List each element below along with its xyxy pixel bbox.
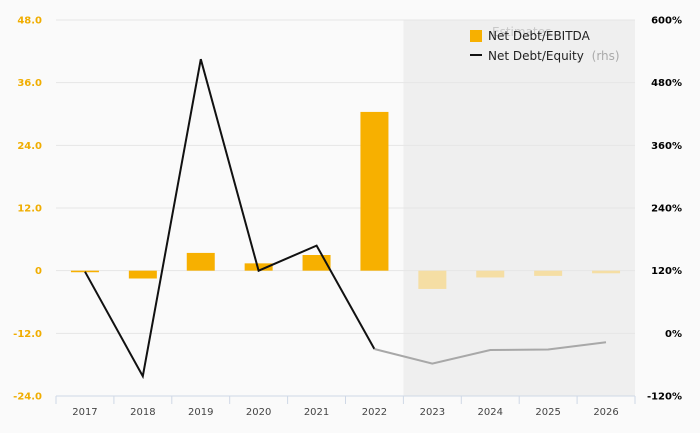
y-left-tick-label: -24.0	[13, 392, 42, 403]
x-tick-label: 2024	[478, 407, 503, 418]
y-left-tick-label: 36.0	[17, 78, 42, 89]
x-tick-label: 2025	[535, 407, 560, 418]
y-left-tick-label: -12.0	[13, 329, 42, 340]
line-net-debt-equity-estimate	[374, 341, 607, 365]
line-net-debt-equity-actual	[84, 58, 376, 380]
line-series	[84, 58, 607, 380]
y-left-tick-label: 24.0	[17, 141, 42, 152]
y-right-tick-label: 120%	[651, 266, 682, 277]
x-tick-label: 2020	[246, 407, 271, 418]
left-axis-ticks: 48.0 36.0 24.0 12.0 0 -12.0 -24.0	[13, 16, 42, 403]
legend-label-net-debt-equity: Net Debt/Equity	[488, 49, 584, 63]
x-tick-label: 2018	[130, 407, 155, 418]
y-right-tick-label: 480%	[651, 78, 682, 89]
bar-net-debt-ebitda-2018	[128, 270, 157, 279]
bar-net-debt-ebitda-2019	[186, 252, 215, 271]
legend-swatch-net-debt-ebitda	[470, 30, 482, 42]
bar-net-debt-ebitda-2023	[418, 270, 447, 289]
legend-label-net-debt-ebitda: Net Debt/EBITDA	[488, 29, 591, 43]
y-right-tick-label: -120%	[647, 392, 682, 403]
svg-text:Net Debt/Equity (rhs): Net Debt/Equity (rhs)	[488, 49, 620, 63]
x-axis: 2017 2018 2019 2020 2021 2022 2023 2024 2025 2026	[55, 395, 636, 418]
x-tick-label: 2022	[362, 407, 387, 418]
x-tick-label: 2026	[593, 407, 618, 418]
bar-net-debt-ebitda-2020	[244, 263, 273, 271]
bar-net-debt-ebitda-2024	[476, 270, 505, 278]
y-right-tick-label: 600%	[651, 16, 682, 27]
legend: Net Debt/EBITDA Net Debt/Equity (rhs)	[470, 29, 620, 63]
bar-net-debt-ebitda-2026	[592, 270, 621, 274]
x-tick-label: 2023	[420, 407, 445, 418]
y-left-tick-label: 12.0	[17, 204, 42, 215]
y-left-tick-label: 48.0	[17, 16, 42, 27]
y-right-tick-label: 0%	[665, 329, 682, 340]
legend-label-rhs: (rhs)	[592, 49, 620, 63]
estimates-label: Estimates	[492, 25, 551, 39]
x-tick-label: 2019	[188, 407, 213, 418]
x-tick-label: 2017	[72, 407, 97, 418]
x-tick-label: 2021	[304, 407, 329, 418]
y-right-tick-label: 360%	[651, 141, 682, 152]
y-left-tick-label: 0	[35, 266, 42, 277]
bar-net-debt-ebitda-2017	[70, 270, 99, 273]
right-axis-ticks: 600% 480% 360% 240% 120% 0% -120%	[647, 16, 682, 403]
bar-net-debt-ebitda-2025	[534, 270, 563, 276]
bar-series	[70, 111, 621, 289]
y-right-tick-label: 240%	[651, 204, 682, 215]
bar-net-debt-ebitda-2022	[360, 111, 389, 271]
